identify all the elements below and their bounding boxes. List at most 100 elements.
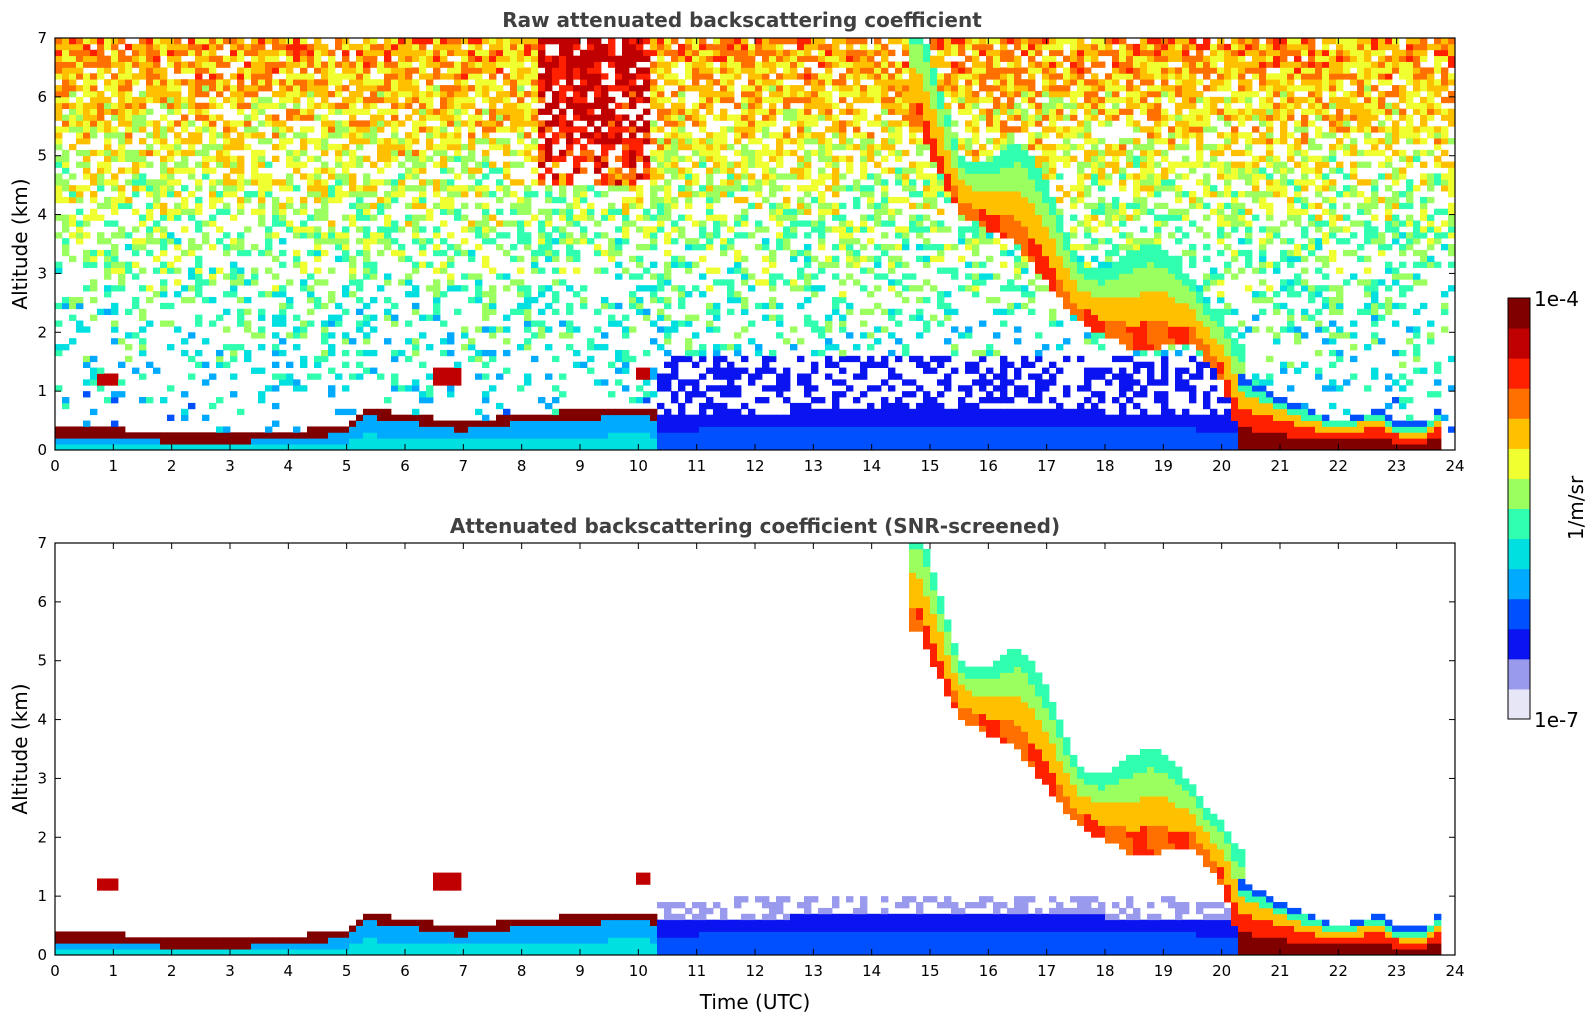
heatmap-cell [55,61,63,68]
heatmap-cell [328,191,336,198]
heatmap-cell [566,214,574,221]
heatmap-cell [216,397,224,404]
heatmap-cell [202,296,210,304]
heatmap-cell [62,85,70,92]
heatmap-cell [314,432,322,439]
heatmap-cell [489,85,497,92]
heatmap-cell [937,96,945,104]
heatmap-cell [370,114,378,121]
heatmap-cell [867,196,875,204]
heatmap-cell [55,38,63,45]
heatmap-cell [223,444,231,451]
heatmap-cell [454,79,462,86]
heatmap-cell [839,138,847,145]
heatmap-cell [664,120,672,127]
heatmap-cell [195,132,203,139]
heatmap-cell [377,114,385,121]
heatmap-cell [888,220,896,227]
heatmap-cell [622,149,630,157]
heatmap-cell [769,132,777,139]
heatmap-cell [636,85,644,92]
heatmap-cell [839,49,847,57]
heatmap-cell [125,167,133,174]
heatmap-cell [566,344,574,351]
heatmap-cell [209,432,217,439]
heatmap-cell [461,67,469,74]
heatmap-cell [804,90,812,98]
heatmap-cell [69,49,77,57]
heatmap-cell [482,55,490,62]
heatmap-cell [76,208,84,215]
heatmap-cell [636,432,644,439]
heatmap-cell [874,208,882,215]
heatmap-cell [874,67,882,74]
heatmap-cell [615,167,623,174]
heatmap-cell [398,55,406,62]
heatmap-cell [97,367,105,374]
heatmap-cell [160,185,168,192]
heatmap-cell [783,244,791,251]
heatmap-cell [174,38,182,45]
heatmap-cell [391,138,399,145]
heatmap-cell [909,438,917,445]
heatmap-cell [769,120,777,127]
heatmap-cell [699,432,707,439]
heatmap-cell [370,273,378,280]
heatmap-cell [405,385,413,392]
heatmap-cell [118,67,126,74]
heatmap-cell [930,161,938,168]
heatmap-cell [489,61,497,68]
heatmap-cell [300,138,308,145]
heatmap-cell [664,379,672,386]
heatmap-cell [286,85,294,92]
heatmap-cell [531,73,539,80]
heatmap-cell [195,43,203,51]
heatmap-cell [867,444,875,451]
heatmap-cell [55,232,63,239]
heatmap-cell [139,338,147,345]
heatmap-cell [923,361,931,368]
heatmap-cell [839,202,847,210]
heatmap-cell [762,173,770,180]
heatmap-cell [90,444,98,451]
heatmap-cell [699,391,707,398]
heatmap-cell [55,179,63,186]
heatmap-cell [132,208,140,215]
heatmap-cell [202,232,210,239]
heatmap-cell [118,338,126,345]
heatmap-cell [552,255,560,263]
heatmap-cell [566,85,574,92]
heatmap-cell [62,185,70,192]
heatmap-cell [237,138,245,145]
heatmap-cell [55,426,63,433]
heatmap-cell [748,55,756,62]
heatmap-cell [398,385,406,392]
heatmap-cell [664,438,672,445]
heatmap-cell [405,414,413,421]
heatmap-cell [748,108,756,115]
heatmap-cell [636,438,644,445]
heatmap-cell [797,161,805,168]
heatmap-cell [314,49,322,57]
heatmap-cell [265,49,273,57]
heatmap-cell [860,43,868,51]
heatmap-cell [496,55,504,62]
heatmap-cell [293,155,301,162]
heatmap-cell [328,61,336,68]
heatmap-cell [307,214,315,221]
heatmap-cell [573,126,581,133]
heatmap-cell [363,420,371,427]
heatmap-cell [762,255,770,263]
heatmap-cell [888,332,896,339]
heatmap-cell [867,149,875,157]
heatmap-cell [699,161,707,168]
heatmap-cell [762,114,770,121]
heatmap-cell [888,85,896,92]
heatmap-cell [748,161,756,168]
heatmap-cell [930,226,938,233]
heatmap-cell [83,90,91,98]
heatmap-cell [671,444,679,451]
heatmap-cell [146,191,154,198]
heatmap-cell [587,55,595,62]
heatmap-cell [699,120,707,127]
